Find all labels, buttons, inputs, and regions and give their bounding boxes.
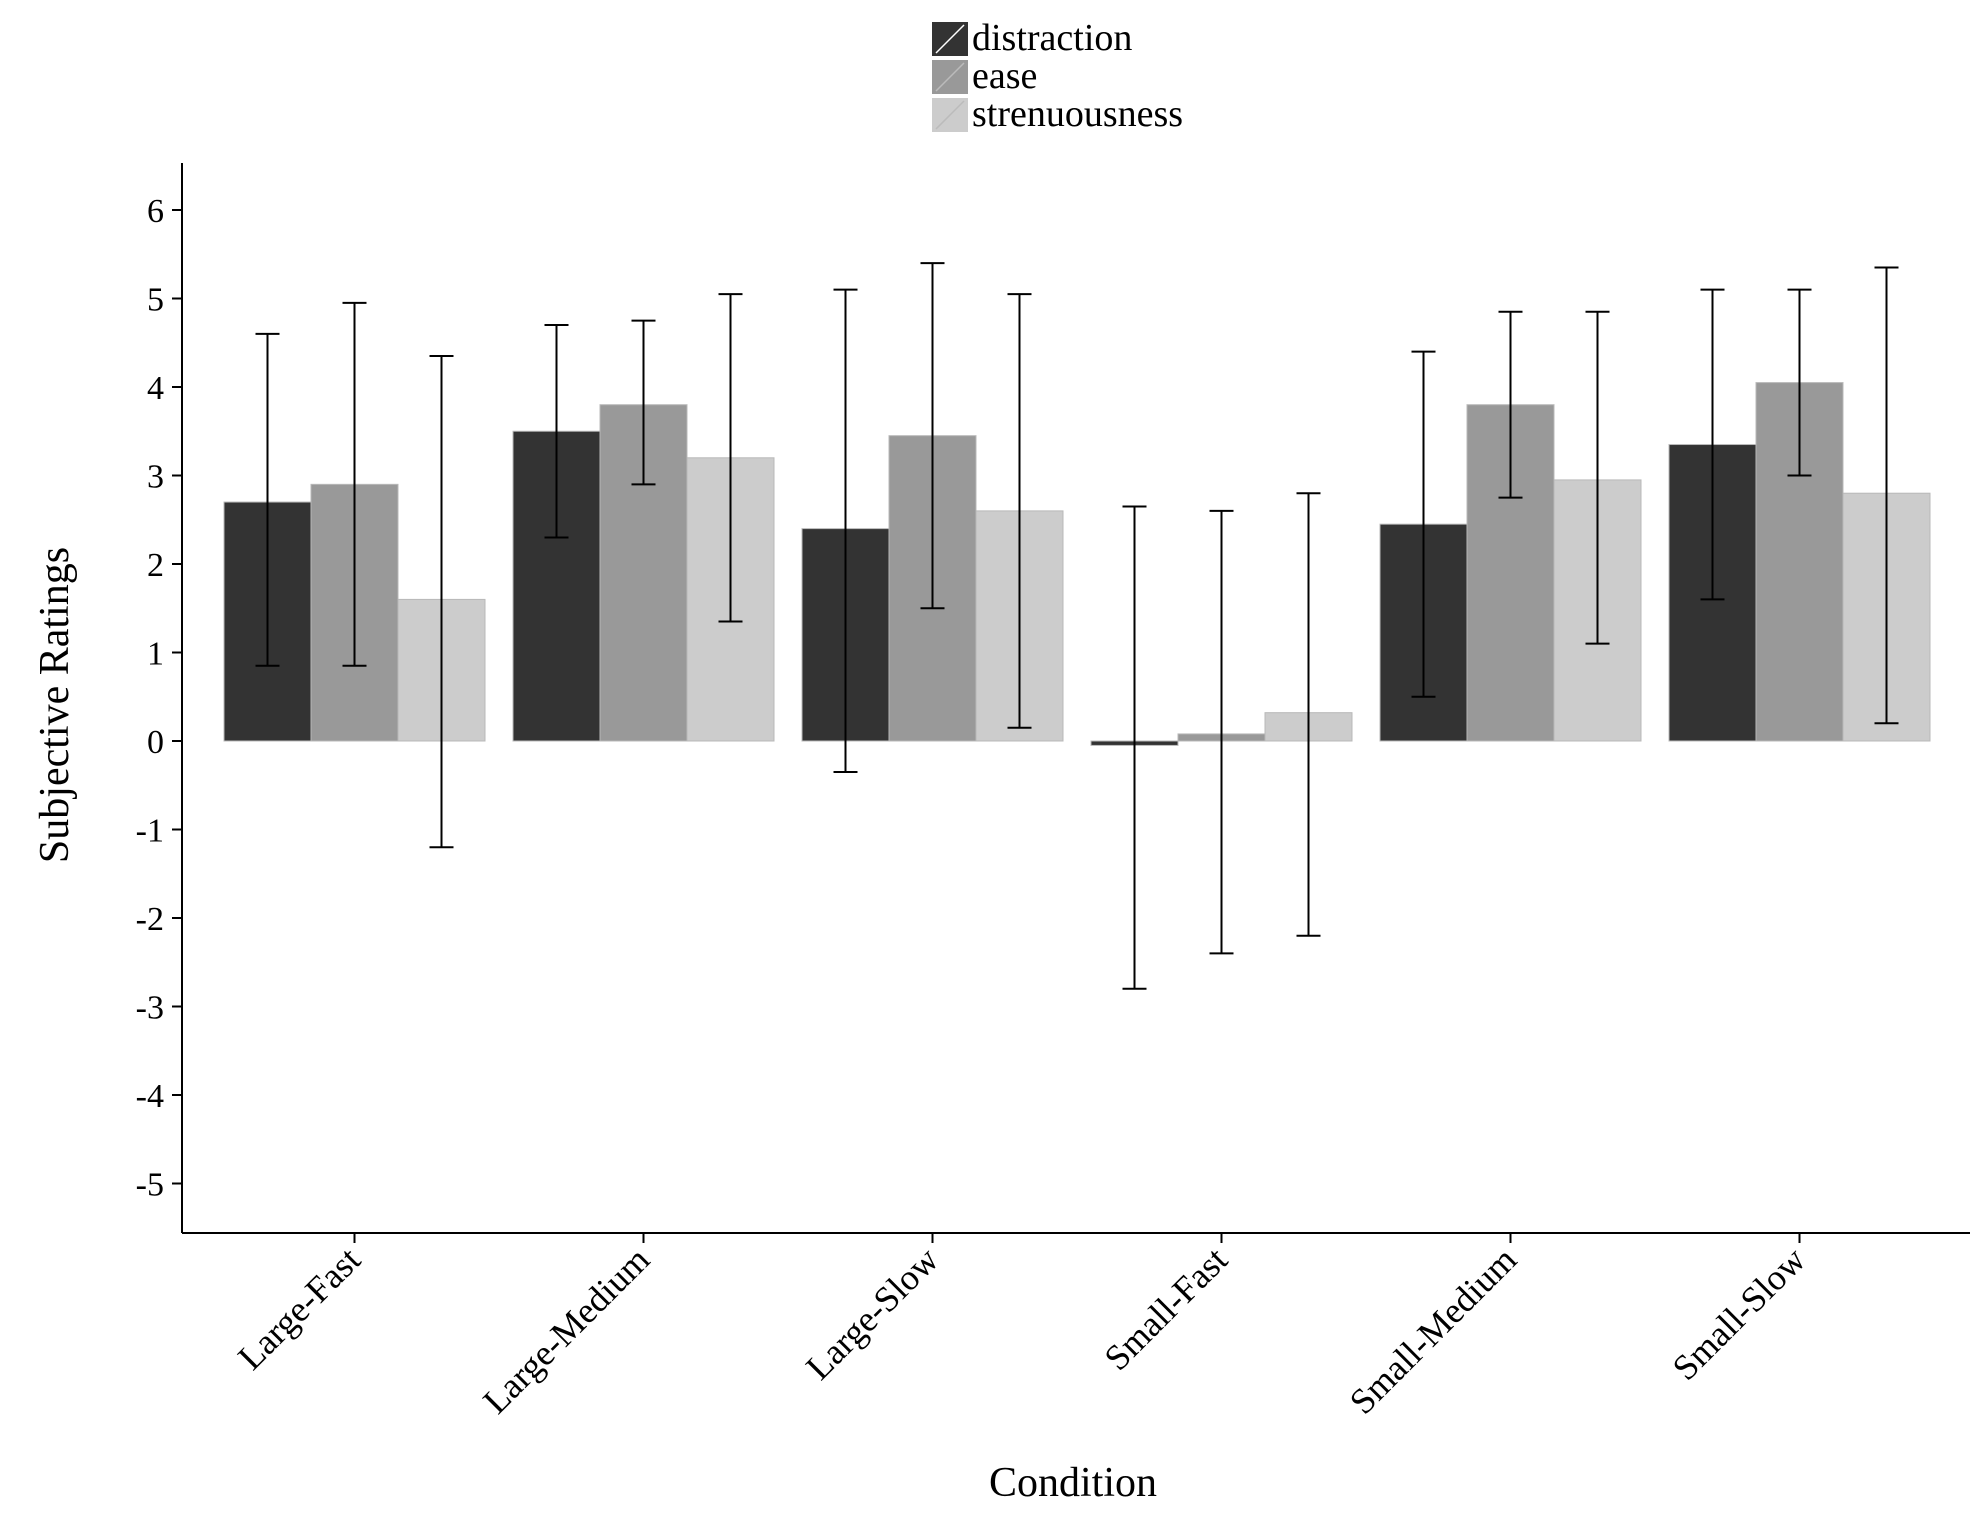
legend-key-slash [935, 24, 965, 54]
x-tick-label-small-medium: Small-Medium [1342, 1239, 1524, 1421]
error-bar-distraction-small-slow [1700, 288, 1725, 601]
y-tick-label: -2 [136, 901, 164, 938]
error-bar-ease-small-slow [1787, 288, 1812, 477]
y-tick-label: 6 [147, 193, 164, 230]
y-tick-label: 1 [147, 636, 164, 673]
y-tick-label: 3 [147, 459, 164, 496]
y-tick-label: 2 [147, 547, 164, 584]
x-ticks: Large-Fast Large-Medium Large-Slow Small-Fa… [230, 1233, 1813, 1422]
error-bar-distraction-large-slow [833, 288, 858, 773]
error-bar-strenuousness-small-slow [1874, 266, 1899, 725]
error-bar-strenuousness-large-medium [718, 293, 743, 623]
error-bar-ease-small-medium [1498, 310, 1523, 499]
y-tick-label: 4 [147, 370, 164, 407]
error-bar-ease-large-slow [920, 262, 945, 610]
legend-key-slash [935, 100, 965, 130]
legend-key-slash [935, 62, 965, 92]
legend-label-strenuousness: strenuousness [972, 93, 1183, 135]
y-axis-title: Subjective Ratings [32, 547, 78, 863]
x-tick-label-large-fast: Large-Fast [230, 1239, 368, 1377]
y-tick-label: -1 [136, 813, 164, 850]
error-bar-strenuousness-small-medium [1585, 310, 1610, 645]
x-tick-label-small-fast: Small-Fast [1097, 1239, 1236, 1378]
error-bars [255, 262, 1899, 990]
error-bar-ease-large-medium [631, 319, 656, 486]
x-tick-label-small-slow: Small-Slow [1665, 1239, 1814, 1388]
error-bar-strenuousness-small-fast [1296, 492, 1321, 937]
y-tick-label: 0 [147, 724, 164, 761]
axes [181, 163, 1970, 1234]
y-tick-label: -3 [136, 990, 164, 1027]
error-bar-strenuousness-large-slow [1007, 293, 1032, 729]
x-tick-label-large-medium: Large-Medium [475, 1239, 657, 1421]
error-bar-strenuousness-large-fast [429, 355, 454, 849]
x-tick-label-large-slow: Large-Slow [798, 1239, 946, 1387]
legend-label-ease: ease [972, 55, 1037, 97]
error-bar-distraction-large-medium [544, 324, 569, 539]
legend-label-distraction: distraction [972, 17, 1132, 59]
y-tick-label: 5 [147, 282, 164, 319]
bars [223, 382, 1931, 746]
y-tick-label: -5 [136, 1167, 164, 1204]
y-ticks: 6 5 4 3 2 1 0 -1 -2 -3 -4 -5 [136, 193, 182, 1204]
error-bar-distraction-small-medium [1411, 350, 1436, 698]
error-bar-distraction-small-fast [1122, 505, 1147, 990]
x-axis-title: Condition [989, 1460, 1157, 1506]
error-bar-ease-large-fast [342, 301, 367, 667]
y-tick-label: -4 [136, 1078, 164, 1115]
error-bar-distraction-large-fast [255, 332, 280, 667]
error-bar-ease-small-fast [1209, 509, 1234, 955]
